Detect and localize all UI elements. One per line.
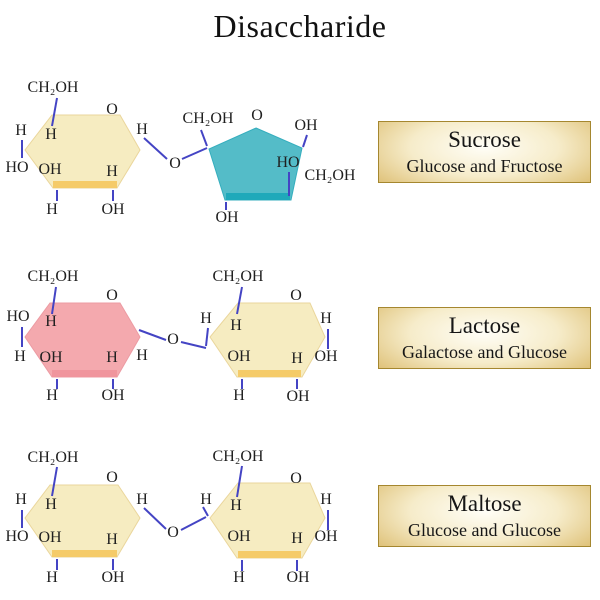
sucrose-fructose-atom-label: HO [276, 154, 300, 171]
bond-line [200, 129, 208, 147]
maltose-glucose-left-atom-label: OH [38, 529, 62, 546]
bond-line [205, 327, 209, 347]
lactose-glucose-atom-label: O [290, 287, 302, 304]
lactose-glucose-atom-label: H [291, 350, 303, 367]
sucrose-fructose-atom-label: OH [215, 209, 239, 226]
sucrose-label-box: Sucrose Glucose and Fructose [378, 121, 591, 183]
maltose-glucose-right-atom-label: CH₂OH [212, 448, 264, 465]
lactose-composition: Galactose and Glucose [402, 342, 567, 362]
maltose-glucose-right-atom-label: OH [227, 528, 251, 545]
sucrose-fructose-atom-label: CH₂OH [182, 110, 234, 127]
maltose-glucose-left-atom-label: O [106, 469, 118, 486]
maltose-glucose-left-atom-label: H [45, 496, 57, 513]
bond-line [236, 465, 243, 498]
sucrose-fructose-atom-label: O [251, 107, 263, 124]
lactose-glucose-atom-label: H [200, 310, 212, 327]
bond-line [202, 506, 209, 517]
bond-line [180, 516, 207, 531]
bond-line [143, 507, 167, 530]
bond-line [51, 466, 58, 497]
lactose-glucose-atom-label: H [320, 310, 332, 327]
maltose-glucose-right-ring [209, 482, 326, 559]
lactose-galactose-atom-label: OH [39, 349, 63, 366]
sucrose-fructose-atom-label: OH [294, 117, 318, 134]
bond-line [138, 329, 167, 341]
lactose-galactose-atom-label: H [136, 347, 148, 364]
lactose-glucose-ring [209, 302, 326, 378]
maltose-glucose-left-atom-label: H [106, 531, 118, 548]
maltose-glucose-left-atom-label: H [15, 491, 27, 508]
sucrose-glucose-atom-label: OH [101, 201, 125, 218]
sucrose-glucose-atom-label: H [45, 126, 57, 143]
sucrose-fructose-atom-label: CH₂OH [304, 167, 356, 184]
lactose-glucose-atom-label: H [230, 317, 242, 334]
lactose-bridge-atom-label: O [167, 331, 179, 348]
lactose-galactose-atom-label: H [106, 349, 118, 366]
lactose-galactose-atom-label: HO [6, 308, 30, 325]
sucrose-glucose-atom-label: CH₂OH [27, 79, 79, 96]
sucrose-bridge-atom-label: O [169, 155, 181, 172]
maltose-glucose-right-atom-label: H [233, 569, 245, 586]
bond-line [302, 134, 308, 148]
sucrose-glucose-atom-label: HO [5, 159, 29, 176]
lactose-galactose-atom-label: H [46, 387, 58, 404]
lactose-glucose-atom-label: CH₂OH [212, 268, 264, 285]
lactose-glucose-atom-label: OH [286, 388, 310, 405]
bond-line [236, 286, 243, 315]
lactose-name: Lactose [448, 313, 521, 338]
maltose-glucose-right-atom-label: H [230, 497, 242, 514]
maltose-glucose-right-atom-label: H [200, 491, 212, 508]
maltose-glucose-left-atom-label: HO [5, 528, 29, 545]
bond-layer [21, 97, 329, 571]
sucrose-glucose-atom-label: H [136, 121, 148, 138]
lactose-glucose-atom-label: H [233, 387, 245, 404]
bond-line [143, 137, 168, 160]
maltose-bridge-atom-label: O [167, 524, 179, 541]
maltose-glucose-right-atom-label: H [291, 530, 303, 547]
lactose-galactose-atom-label: O [106, 287, 118, 304]
page-title: Disaccharide [213, 8, 387, 44]
lactose-glucose-atom-label: OH [314, 348, 338, 365]
sucrose-glucose-atom-label: H [15, 122, 27, 139]
maltose-glucose-left-atom-label: CH₂OH [27, 449, 79, 466]
maltose-label-box: Maltose Glucose and Glucose [378, 485, 591, 547]
maltose-glucose-left-atom-label: OH [101, 569, 125, 586]
sucrose-glucose-atom-label: H [106, 163, 118, 180]
sucrose-glucose-atom-label: H [46, 201, 58, 218]
sucrose-glucose-atom-label: OH [38, 161, 62, 178]
lactose-galactose-atom-label: H [45, 313, 57, 330]
bond-line [51, 97, 58, 127]
bond-line [181, 147, 208, 160]
maltose-glucose-right-atom-label: H [320, 491, 332, 508]
sucrose-glucose-atom-label: O [106, 101, 118, 118]
lactose-glucose-atom-label: OH [227, 348, 251, 365]
maltose-glucose-right-atom-label: O [290, 470, 302, 487]
maltose-glucose-right-atom-label: OH [314, 528, 338, 545]
maltose-name: Maltose [447, 491, 522, 516]
maltose-glucose-left-atom-label: H [136, 491, 148, 508]
sucrose-name: Sucrose [448, 127, 521, 152]
lactose-label-box: Lactose Galactose and Glucose [378, 307, 591, 369]
lactose-galactose-atom-label: H [14, 348, 26, 365]
lactose-galactose-atom-label: CH₂OH [27, 268, 79, 285]
bond-line [51, 286, 57, 315]
lactose-galactose-atom-label: OH [101, 387, 125, 404]
bond-line [180, 341, 207, 349]
maltose-glucose-left-ring [24, 484, 141, 558]
maltose-glucose-left-atom-label: H [46, 569, 58, 586]
maltose-glucose-right-atom-label: OH [286, 569, 310, 586]
maltose-composition: Glucose and Glucose [408, 520, 561, 540]
sucrose-composition: Glucose and Fructose [406, 156, 563, 176]
